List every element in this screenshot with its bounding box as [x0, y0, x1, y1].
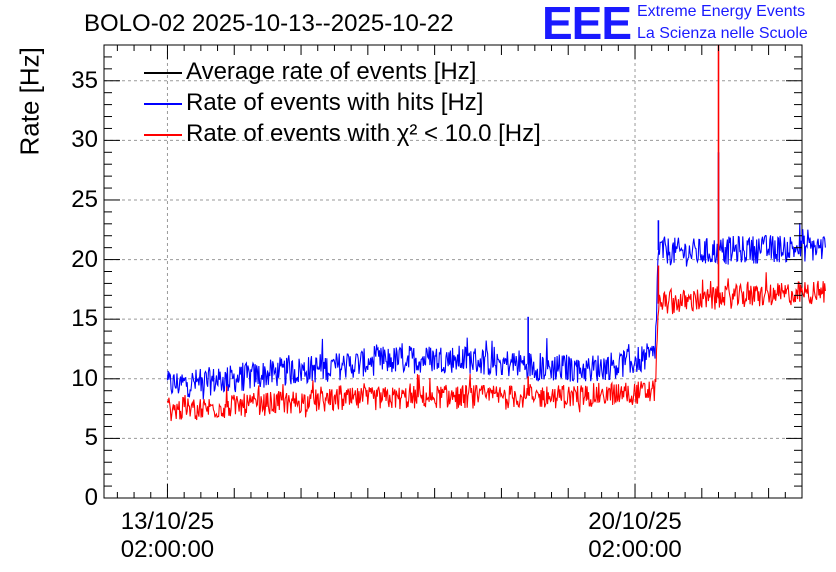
y-tick-label: 5	[84, 424, 98, 452]
legend-label-average: Average rate of events [Hz]	[186, 58, 477, 85]
y-tick-label: 10	[71, 364, 98, 392]
axis-ticks	[104, 44, 803, 499]
x-tick-label: 13/10/25 02:00:00	[97, 508, 237, 564]
series-line-1	[166, 222, 826, 400]
chart-title: BOLO-02 2025-10-13--2025-10-22	[84, 10, 454, 37]
eee-logo: EEE	[542, 0, 632, 49]
y-tick-label: 20	[71, 245, 98, 273]
legend-swatch-average	[144, 72, 182, 74]
x-tick-label-date: 13/10/25	[120, 508, 215, 535]
x-tick-label-time: 02:00:00	[120, 536, 215, 563]
x-tick-label-time: 02:00:00	[588, 536, 682, 563]
legend-label-hits: Rate of events with hits [Hz]	[186, 89, 484, 116]
x-tick-label: 20/10/25 02:00:00	[565, 508, 705, 564]
legend-swatch-chi2	[144, 134, 182, 136]
series-layer	[166, 45, 826, 422]
logo-text-line2: La Scienza nelle Scuole	[637, 25, 808, 42]
legend-label-chi2: Rate of events with χ² < 10.0 [Hz]	[186, 120, 541, 147]
y-tick-label: 0	[84, 484, 98, 511]
y-tick-label: 15	[71, 305, 98, 333]
series-line-2	[166, 272, 826, 422]
logo-text-line1: Extreme Energy Events	[637, 3, 806, 20]
y-tick-label: 25	[71, 185, 98, 213]
x-tick-label-date: 20/10/25	[588, 508, 682, 535]
y-tick-label: 35	[71, 66, 98, 94]
y-tick-label: 30	[71, 126, 98, 154]
legend-swatch-hits	[144, 103, 182, 105]
y-axis-label: Rate [Hz]	[14, 47, 45, 156]
